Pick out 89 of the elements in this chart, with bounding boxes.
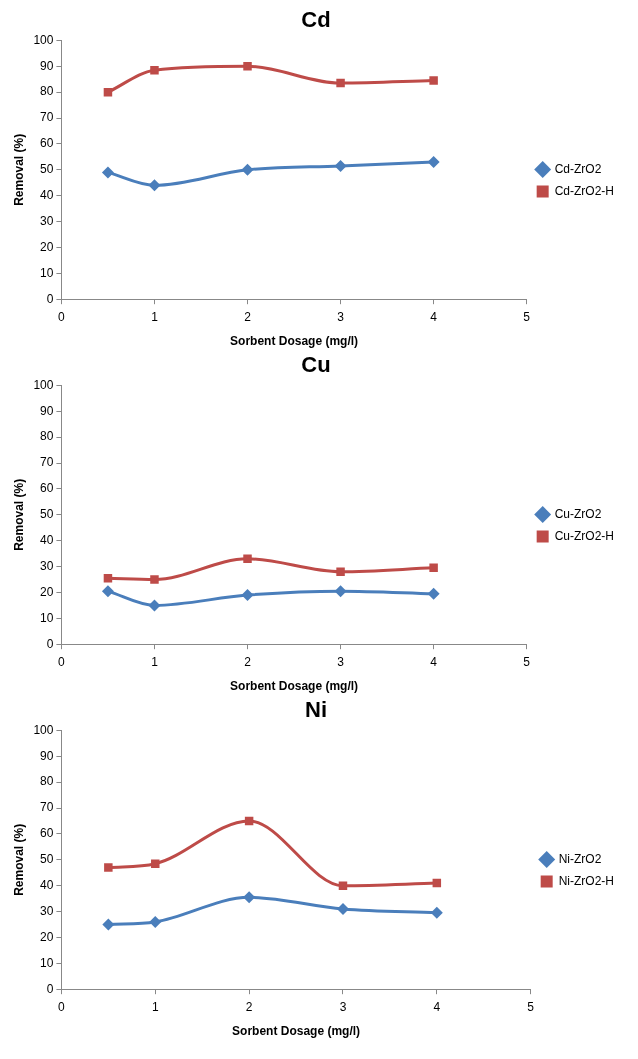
point [427, 156, 440, 169]
y-tick-label: 30 [40, 558, 54, 573]
x-tick-label: 1 [151, 654, 159, 669]
legend-label: Cd-ZrO2-H [554, 183, 615, 198]
x-tick-label: 5 [523, 654, 531, 669]
y-tick-label: 60 [40, 136, 54, 151]
chart-title: Cd [301, 7, 331, 33]
y-tick-label: 20 [40, 239, 54, 254]
point [148, 179, 161, 192]
x-tick-label: 4 [430, 654, 438, 669]
legend-label: Ni-ZrO2 [558, 851, 602, 866]
x-tick-label: 0 [58, 309, 66, 324]
x-tick-label: 5 [523, 309, 531, 324]
y-axis-title: Removal (%) [11, 133, 26, 206]
y-tick-label: 60 [40, 826, 54, 841]
point [104, 863, 113, 872]
x-tick-label: 3 [339, 999, 347, 1014]
point [338, 881, 348, 890]
x-tick-label: 1 [151, 309, 159, 324]
x-tick-label: 5 [527, 999, 535, 1014]
y-tick-label: 50 [40, 852, 54, 867]
x-tick-label: 0 [58, 999, 66, 1014]
y-tick-label: 80 [40, 84, 54, 99]
point [241, 589, 254, 602]
y-tick-label: 90 [40, 748, 54, 763]
point [148, 599, 161, 612]
chart-title: Ni [305, 697, 327, 723]
x-tick-label: 2 [244, 654, 252, 669]
point [102, 918, 115, 931]
y-tick-label: 40 [40, 187, 54, 202]
y-tick-label: 0 [46, 981, 54, 996]
point [101, 166, 114, 179]
point [151, 859, 160, 868]
y-tick-label: 90 [40, 403, 54, 418]
x-tick-label: 2 [245, 999, 253, 1014]
x-tick-label: 3 [337, 309, 345, 324]
legend-label: Cu-ZrO2 [554, 506, 602, 521]
y-tick-label: 30 [40, 903, 54, 918]
point [150, 65, 159, 75]
y-tick-label: 80 [40, 429, 54, 444]
y-axis-title: Removal (%) [11, 478, 26, 551]
y-tick-label: 50 [40, 507, 54, 522]
x-tick-label: 2 [244, 309, 252, 324]
y-tick-label: 90 [40, 58, 54, 73]
x-axis-title: Sorbent Dosage (mg/l) [230, 679, 359, 694]
chart-title: Cu [301, 352, 331, 378]
point [429, 76, 438, 85]
legend-label: Cu-ZrO2-H [554, 528, 615, 543]
y-tick-label: 20 [40, 584, 54, 599]
y-tick-label: 70 [40, 800, 54, 815]
point [336, 78, 345, 88]
x-axis-title: Sorbent Dosage (mg/l) [230, 334, 359, 349]
point [149, 915, 162, 928]
x-tick-label: 3 [337, 654, 345, 669]
y-tick-label: 30 [40, 213, 54, 228]
point [334, 159, 347, 172]
y-tick-label: 40 [40, 532, 54, 547]
y-tick-label: 100 [33, 722, 54, 737]
point [101, 585, 114, 598]
x-tick-label: 4 [430, 309, 438, 324]
y-tick-label: 80 [40, 774, 54, 789]
x-tick-label: 1 [151, 999, 159, 1014]
x-axis-title: Sorbent Dosage (mg/l) [232, 1024, 361, 1039]
y-tick-label: 50 [40, 162, 54, 177]
point [150, 575, 159, 584]
x-tick-label: 0 [58, 654, 66, 669]
y-tick-label: 40 [40, 877, 54, 892]
y-tick-label: 10 [40, 955, 54, 970]
y-tick-label: 70 [40, 110, 54, 125]
y-tick-label: 70 [40, 455, 54, 470]
point [427, 587, 440, 600]
y-tick-label: 60 [40, 481, 54, 496]
point [336, 567, 345, 576]
point [334, 585, 347, 598]
point [241, 163, 254, 176]
y-tick-label: 10 [40, 610, 54, 625]
y-tick-label: 20 [40, 929, 54, 944]
point [243, 554, 252, 564]
y-tick-label: 10 [40, 265, 54, 280]
legend-label: Ni-ZrO2-H [558, 873, 614, 888]
y-tick-label: 100 [33, 377, 54, 392]
y-tick-label: 100 [33, 32, 54, 47]
y-tick-label: 0 [46, 636, 54, 651]
legend-label: Cd-ZrO2 [554, 161, 602, 176]
point [429, 563, 438, 573]
x-tick-label: 4 [433, 999, 441, 1014]
point [243, 62, 252, 71]
y-tick-label: 0 [46, 291, 54, 306]
y-axis-title: Removal (%) [11, 823, 26, 896]
